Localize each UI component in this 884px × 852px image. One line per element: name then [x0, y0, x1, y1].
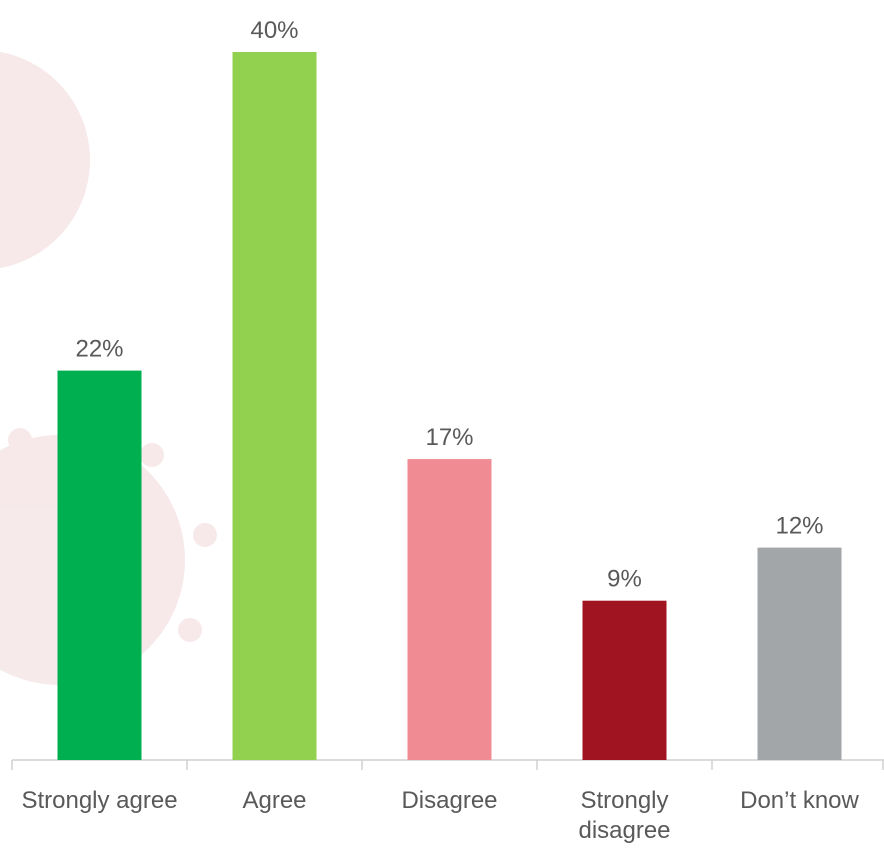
bar	[232, 52, 317, 760]
bar	[757, 547, 842, 760]
plot-area: 22% 40% 17% 9% 12%	[11, 17, 884, 770]
value-label: 40%	[250, 17, 298, 44]
value-label: 9%	[607, 566, 642, 593]
bar	[582, 600, 667, 760]
x-tick-label: Strongly agree	[21, 787, 178, 814]
x-tick-label: Disagree	[401, 787, 498, 814]
x-tick-label: Don’t know	[740, 787, 859, 814]
bar	[407, 459, 492, 760]
bar	[57, 370, 142, 760]
value-label: 17%	[425, 424, 473, 451]
x-tick-label: Strongly disagree	[578, 787, 671, 844]
value-label: 12%	[775, 513, 823, 540]
x-tick-label: Agree	[242, 787, 307, 814]
value-label: 22%	[75, 336, 123, 363]
